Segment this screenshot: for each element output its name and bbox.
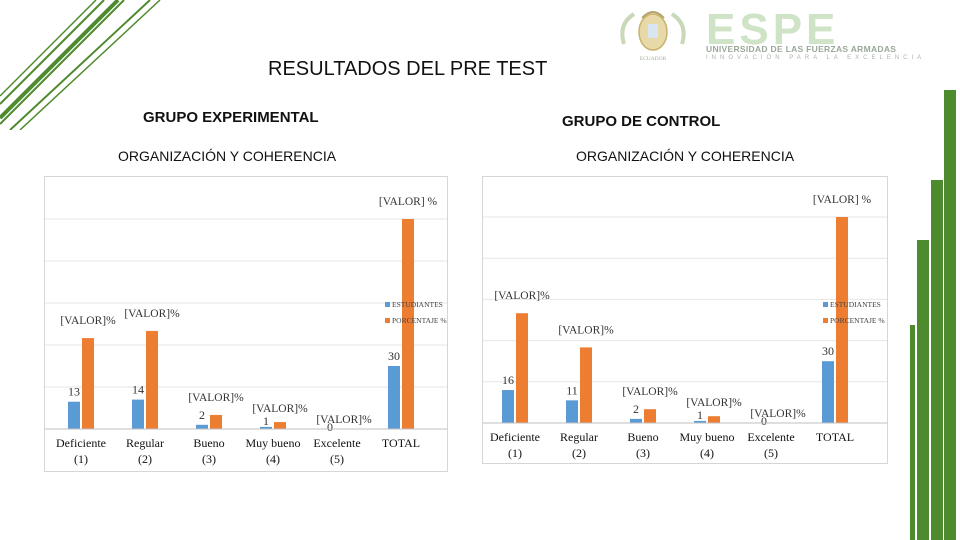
chart-title-experimental: ORGANIZACIÓN Y COHERENCIA <box>118 148 337 164</box>
legend-swatch <box>385 318 390 323</box>
edge-bar <box>910 325 915 540</box>
seal-caption: ECUADOR <box>640 56 667 62</box>
category-label-sub: (1) <box>74 452 88 466</box>
legend-label: ESTUDIANTES <box>830 300 881 309</box>
data-label-porcentaje: [VALOR]% <box>60 315 116 327</box>
data-label-porcentaje: [VALOR]% <box>686 397 742 409</box>
data-label-estudiantes: 13 <box>68 385 80 399</box>
bar-porcentaje <box>644 409 656 423</box>
data-label-estudiantes: 2 <box>633 402 639 416</box>
data-label-estudiantes: 1 <box>263 414 269 428</box>
bar-porcentaje <box>516 313 528 423</box>
data-label-estudiantes: 30 <box>822 344 834 358</box>
espe-wordmark-logo: ESPE UNIVERSIDAD DE LAS FUERZAS ARMADAS … <box>706 6 958 62</box>
legend-swatch <box>385 302 390 307</box>
category-label: Regular <box>560 430 598 444</box>
category-label-sub: (3) <box>636 446 650 460</box>
corner-stripe <box>19 0 161 130</box>
category-label: Deficiente <box>490 430 540 444</box>
bar-estudiantes <box>822 361 834 423</box>
chart-control: 16 [VALOR]% Deficiente (1) 11 [VALOR]% Regular… <box>482 176 888 464</box>
data-label-porcentaje: [VALOR]% <box>494 290 550 302</box>
bar-estudiantes <box>502 390 514 423</box>
group-title-control: GRUPO DE CONTROL <box>562 113 721 130</box>
legend-label: PORCENTAJE % <box>830 316 885 325</box>
bar-porcentaje <box>210 414 222 429</box>
data-label-estudiantes: 11 <box>566 383 578 397</box>
category-label: Regular <box>126 436 164 450</box>
category-label-sub: (4) <box>700 446 714 460</box>
espe-seal-logo: ECUADOR <box>620 11 686 62</box>
category-label-sub: (4) <box>266 452 280 466</box>
corner-stripes-decoration <box>0 0 161 130</box>
data-label-porcentaje: [VALOR] % <box>813 194 872 206</box>
bar-estudiantes <box>68 401 80 429</box>
data-label-porcentaje: [VALOR]% <box>750 408 806 420</box>
corner-stripe <box>9 0 151 130</box>
bar-porcentaje <box>580 347 592 423</box>
bar-porcentaje <box>82 338 94 429</box>
legend-label: PORCENTAJE % <box>392 316 447 325</box>
chart-experimental: 13 [VALOR]% Deficiente (1) 14 [VALOR]% Regular… <box>44 176 448 472</box>
category-label: TOTAL <box>382 436 420 450</box>
logo-subtitle: UNIVERSIDAD DE LAS FUERZAS ARMADAS <box>706 44 897 54</box>
legend-swatch <box>823 302 828 307</box>
category-label-sub: (3) <box>202 452 216 466</box>
data-label-estudiantes: 14 <box>132 383 144 397</box>
logo-wordmark: ESPE <box>706 5 840 54</box>
corner-stripe <box>0 0 105 105</box>
category-label: Deficiente <box>56 436 106 450</box>
data-label-porcentaje: [VALOR]% <box>558 324 614 336</box>
category-label: TOTAL <box>816 430 854 444</box>
data-label-porcentaje: [VALOR]% <box>124 308 180 320</box>
logo-tagline: INNOVACIÓN PARA LA EXCELENCIA <box>706 55 926 61</box>
bar-porcentaje <box>708 416 720 423</box>
edge-bar <box>931 180 943 540</box>
legend-label: ESTUDIANTES <box>392 300 443 309</box>
category-label: Bueno <box>193 436 224 450</box>
bar-estudiantes <box>566 400 578 423</box>
legend-swatch <box>823 318 828 323</box>
category-label-sub: (2) <box>138 452 152 466</box>
data-label-estudiantes: 30 <box>388 349 400 363</box>
bar-estudiantes <box>132 399 144 429</box>
data-label-porcentaje: [VALOR] % <box>379 196 438 208</box>
data-label-porcentaje: [VALOR]% <box>188 392 244 404</box>
data-label-porcentaje: [VALOR]% <box>622 386 678 398</box>
data-label-estudiantes: 2 <box>199 408 205 422</box>
category-label: Muy bueno <box>246 436 301 450</box>
data-label-estudiantes: 0 <box>327 420 333 434</box>
edge-bar <box>944 90 956 540</box>
data-label-estudiantes: 0 <box>761 414 767 428</box>
data-label-estudiantes: 16 <box>502 373 514 387</box>
group-title-experimental: GRUPO EXPERIMENTAL <box>143 109 319 126</box>
category-label-sub: (5) <box>330 452 344 466</box>
right-edge-bars-decoration <box>910 90 956 540</box>
data-label-porcentaje: [VALOR]% <box>316 414 372 426</box>
slide-title: RESULTADOS DEL PRE TEST <box>268 58 548 80</box>
bar-porcentaje <box>146 330 158 429</box>
edge-bar <box>917 240 929 540</box>
bar-porcentaje <box>836 217 848 423</box>
corner-stripe <box>0 0 97 97</box>
corner-stripe <box>0 0 125 125</box>
bar-estudiantes <box>694 420 706 423</box>
category-label-sub: (1) <box>508 446 522 460</box>
category-label: Excelente <box>747 430 794 444</box>
data-label-porcentaje: [VALOR]% <box>252 403 308 415</box>
category-label-sub: (2) <box>572 446 586 460</box>
category-label-sub: (5) <box>764 446 778 460</box>
category-label: Bueno <box>627 430 658 444</box>
category-label: Excelente <box>313 436 360 450</box>
category-label: Muy bueno <box>680 430 735 444</box>
chart-title-control: ORGANIZACIÓN Y COHERENCIA <box>576 148 795 164</box>
bar-porcentaje <box>402 219 414 429</box>
data-label-estudiantes: 1 <box>697 408 703 422</box>
bar-estudiantes <box>260 426 272 429</box>
bar-estudiantes <box>630 418 642 423</box>
bar-porcentaje <box>274 422 286 429</box>
bar-estudiantes <box>388 366 400 429</box>
corner-stripe <box>0 0 120 120</box>
bar-estudiantes <box>196 424 208 429</box>
